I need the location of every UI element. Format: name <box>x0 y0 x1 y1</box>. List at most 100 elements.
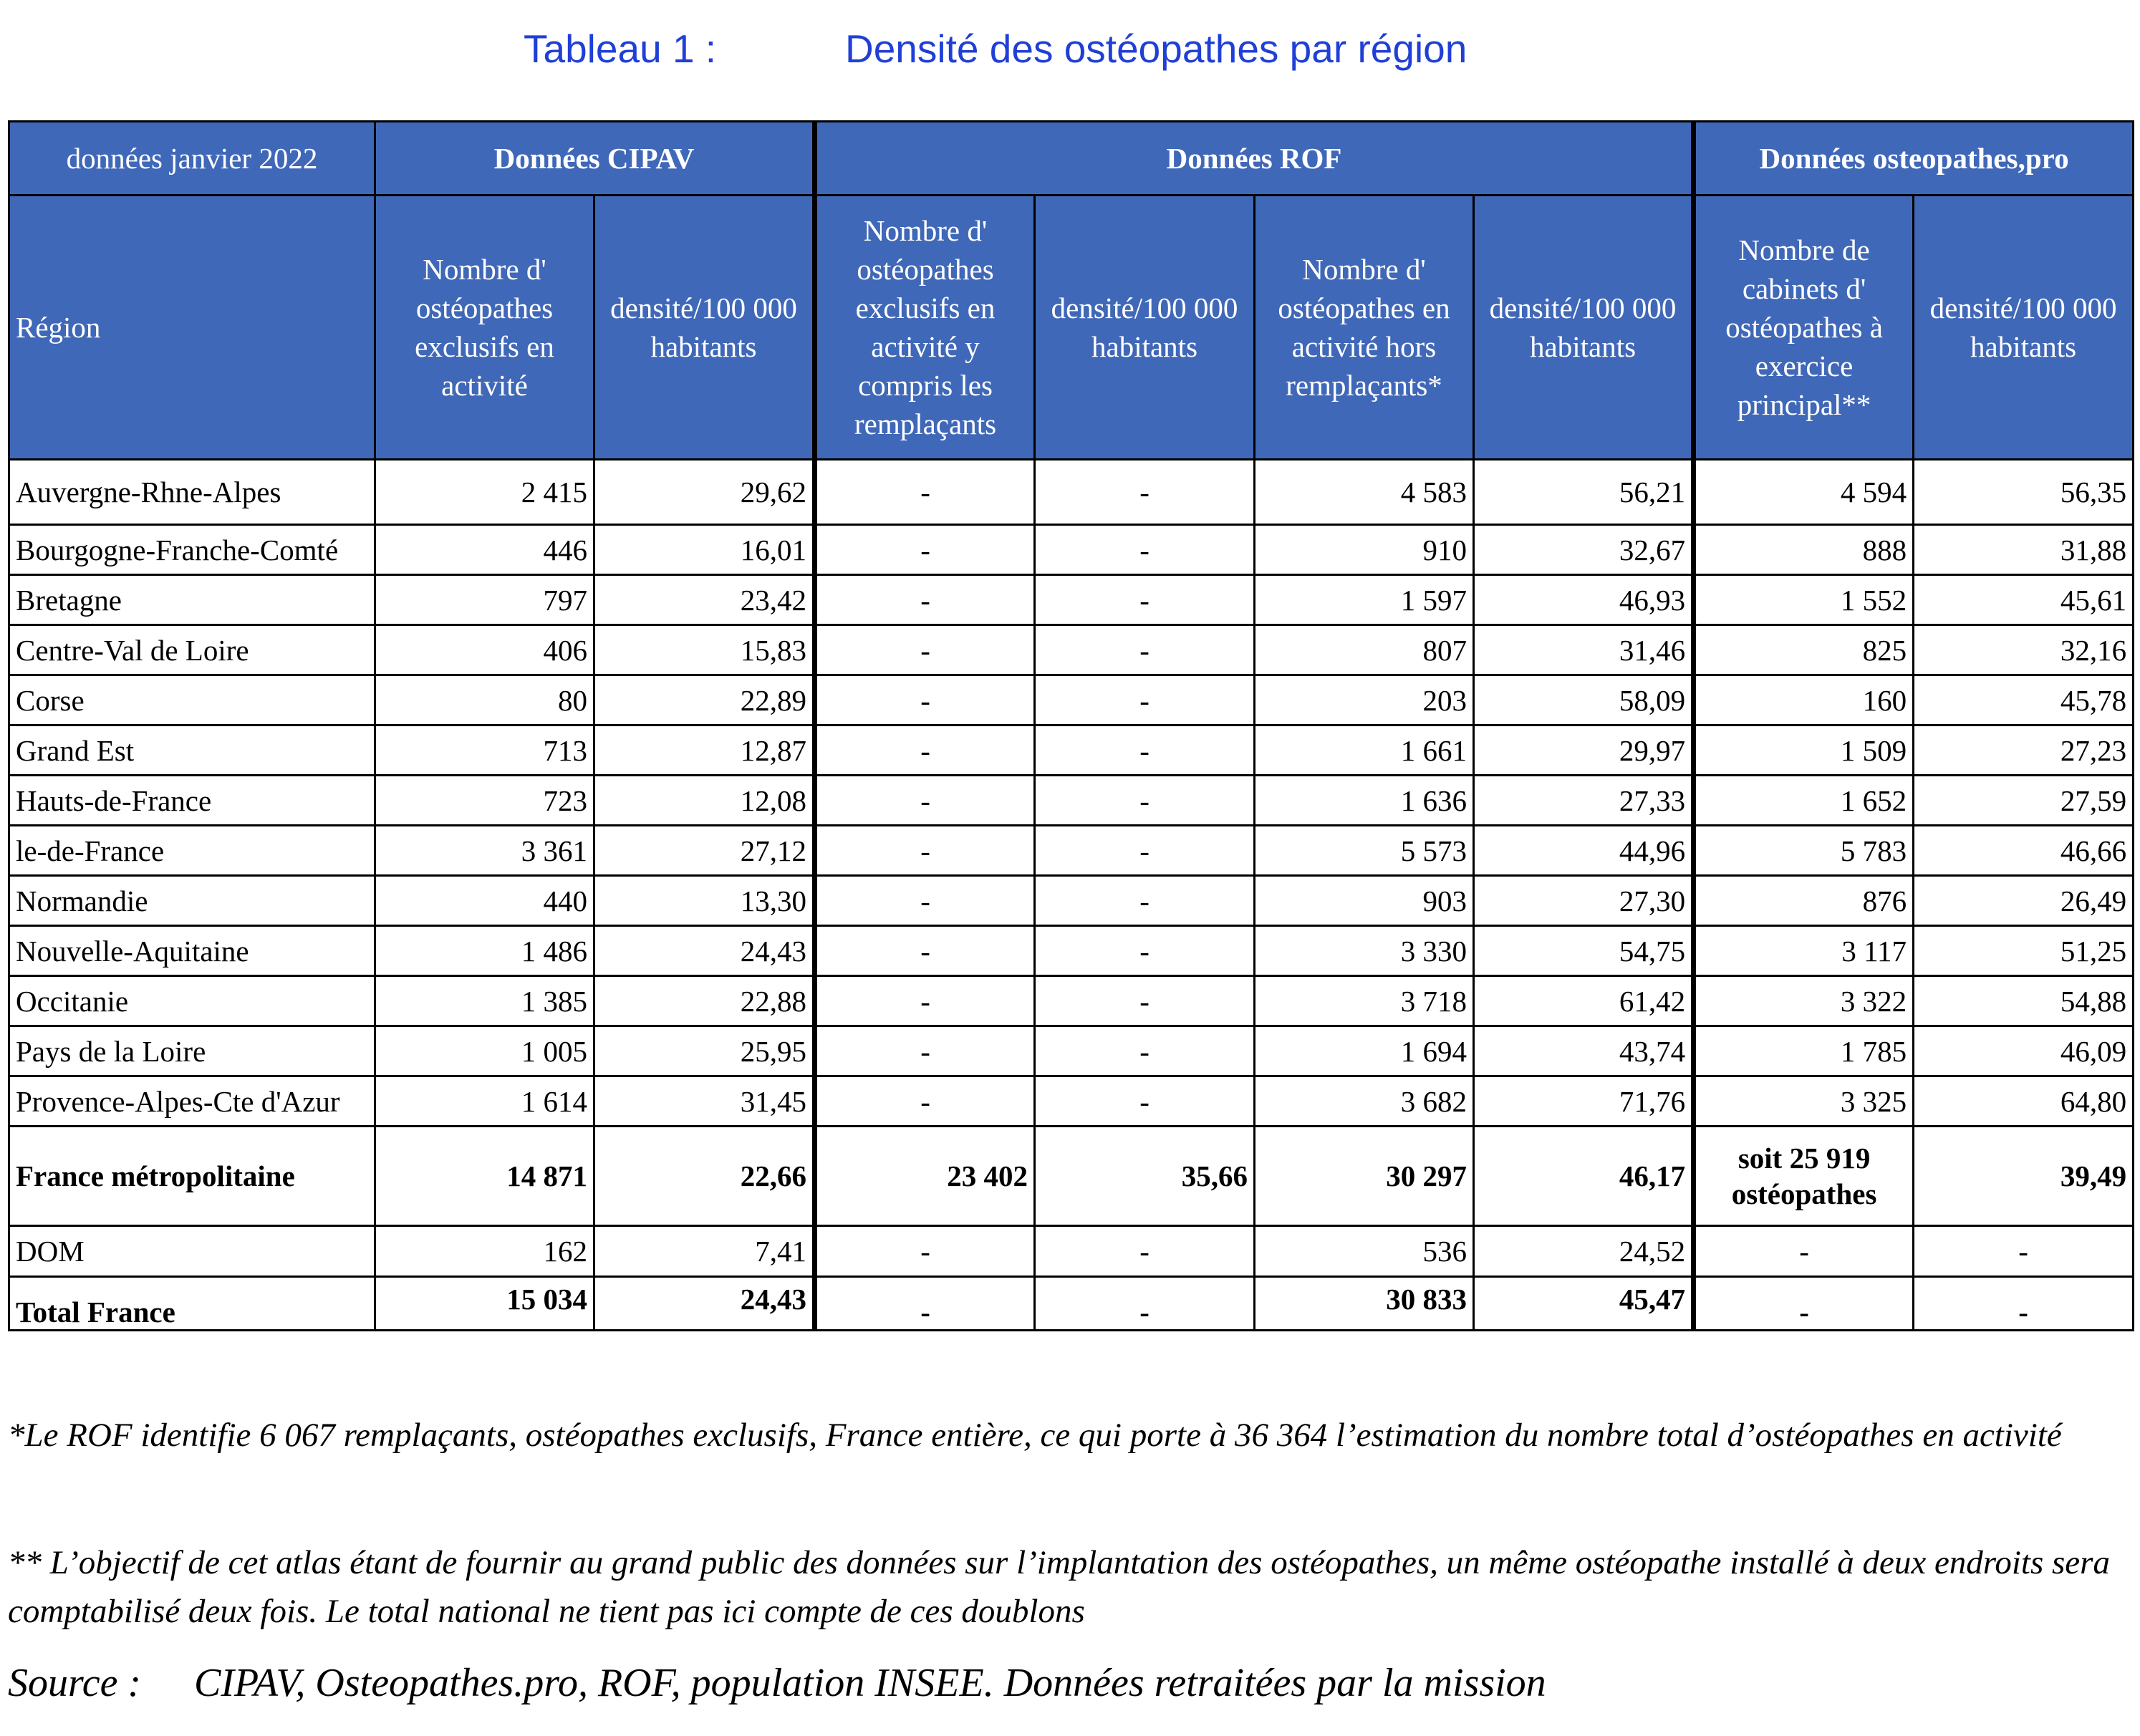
table-row: Bretagne 797 23,42 - - 1 597 46,93 1 552… <box>8 574 2135 626</box>
data-cell: 1 552 <box>1691 574 1915 626</box>
data-cell: - <box>1033 624 1256 676</box>
data-cell: 3 682 <box>1253 1075 1475 1127</box>
region-cell: Grand Est <box>8 724 376 776</box>
data-cell: 3 718 <box>1253 975 1475 1027</box>
data-cell: 54,88 <box>1912 975 2135 1027</box>
data-cell: - <box>812 674 1036 726</box>
data-cell: - <box>1033 925 1256 977</box>
data-cell: 22,89 <box>592 674 816 726</box>
region-cell: Provence-Alpes-Cte d'Azur <box>8 1075 376 1127</box>
data-cell: 5 573 <box>1253 824 1475 877</box>
region-cell: DOM <box>8 1225 376 1278</box>
data-cell: 22,88 <box>592 975 816 1027</box>
data-cell: 30 833 <box>1253 1276 1475 1331</box>
data-cell: 46,93 <box>1473 574 1695 626</box>
data-cell: 45,61 <box>1912 574 2135 626</box>
data-cell: 160 <box>1691 674 1915 726</box>
data-cell: 713 <box>374 724 595 776</box>
data-cell: 16,01 <box>592 524 816 576</box>
data-cell: 4 583 <box>1253 458 1475 526</box>
data-cell: 80 <box>374 674 595 726</box>
data-cell: - <box>812 458 1036 526</box>
data-cell: 45,78 <box>1912 674 2135 726</box>
data-cell: 1 661 <box>1253 724 1475 776</box>
data-cell: 71,76 <box>1473 1075 1695 1127</box>
data-cell: 203 <box>1253 674 1475 726</box>
data-cell: 7,41 <box>592 1225 816 1278</box>
header-cipav: Données CIPAV <box>373 120 816 196</box>
table-row: Occitanie 1 385 22,88 - - 3 718 61,42 3 … <box>8 975 2135 1027</box>
data-cell: 24,52 <box>1473 1225 1695 1278</box>
region-cell: Centre-Val de Loire <box>8 624 376 676</box>
region-cell: Nouvelle-Aquitaine <box>8 925 376 977</box>
data-cell: 56,21 <box>1473 458 1695 526</box>
column-header-cipav-density: densité/100 000 habitants <box>592 194 816 460</box>
header-rof: Données ROF <box>812 120 1695 196</box>
density-table: données janvier 2022 Données CIPAV Donné… <box>8 120 2135 1331</box>
data-cell: - <box>812 824 1036 877</box>
data-cell: 31,46 <box>1473 624 1695 676</box>
data-cell: 406 <box>374 624 595 676</box>
data-cell: 27,23 <box>1912 724 2135 776</box>
source-label: Source : <box>8 1661 142 1705</box>
data-cell: 910 <box>1253 524 1475 576</box>
data-cell: - <box>1033 1276 1256 1331</box>
header-osteopathes-pro: Données osteopathes,pro <box>1691 120 2135 196</box>
data-cell: 888 <box>1691 524 1915 576</box>
region-cell: Auvergne-Rhne-Alpes <box>8 458 376 526</box>
region-cell: Bourgogne-Franche-Comté <box>8 524 376 576</box>
data-cell: 22,66 <box>592 1125 816 1227</box>
data-cell: 1 694 <box>1253 1025 1475 1077</box>
region-cell: Pays de la Loire <box>8 1025 376 1077</box>
data-cell: 23,42 <box>592 574 816 626</box>
data-cell: 56,35 <box>1912 458 2135 526</box>
data-cell: 23 402 <box>812 1125 1036 1227</box>
data-cell: 27,12 <box>592 824 816 877</box>
data-cell: - <box>1033 1075 1256 1127</box>
data-cell: - <box>812 975 1036 1027</box>
data-cell: 35,66 <box>1033 1125 1256 1227</box>
total-france-row: Total France 15 034 24,43 - - 30 833 45,… <box>8 1276 2135 1331</box>
data-cell: - <box>1691 1276 1915 1331</box>
table-row: Pays de la Loire 1 005 25,95 - - 1 694 4… <box>8 1025 2135 1077</box>
data-cell: 797 <box>374 574 595 626</box>
data-cell: 1 785 <box>1691 1025 1915 1077</box>
data-cell: 44,96 <box>1473 824 1695 877</box>
data-cell: 446 <box>374 524 595 576</box>
data-cell: 1 005 <box>374 1025 595 1077</box>
data-cell: 61,42 <box>1473 975 1695 1027</box>
data-cell: - <box>812 1225 1036 1278</box>
data-cell: 4 594 <box>1691 458 1915 526</box>
data-cell: 807 <box>1253 624 1475 676</box>
data-cell: - <box>1033 458 1256 526</box>
data-cell: 45,47 <box>1473 1276 1695 1331</box>
table-row: Auvergne-Rhne-Alpes 2 415 29,62 - - 4 58… <box>8 458 2135 526</box>
column-header-rof-density-2: densité/100 000 habitants <box>1473 194 1695 460</box>
data-cell: - <box>812 524 1036 576</box>
data-cell: - <box>1033 774 1256 826</box>
data-cell: - <box>812 1276 1036 1331</box>
data-cell: 46,66 <box>1912 824 2135 877</box>
region-cell: Bretagne <box>8 574 376 626</box>
data-cell: 31,88 <box>1912 524 2135 576</box>
data-cell: 3 322 <box>1691 975 1915 1027</box>
data-cell: - <box>1033 674 1256 726</box>
data-cell: 26,49 <box>1912 874 2135 927</box>
data-cell: 51,25 <box>1912 925 2135 977</box>
data-cell: - <box>812 724 1036 776</box>
data-cell: 3 117 <box>1691 925 1915 977</box>
table-number: Tableau 1 : <box>524 26 717 71</box>
data-cell: 27,30 <box>1473 874 1695 927</box>
data-cell: 5 783 <box>1691 824 1915 877</box>
osteo-total-line1: soit 25 919 <box>1737 1142 1871 1175</box>
header-date: données janvier 2022 <box>8 120 376 196</box>
data-cell: 825 <box>1691 624 1915 676</box>
data-cell: 1 509 <box>1691 724 1915 776</box>
footnote-2: ** L’objectif de cet atlas étant de four… <box>8 1544 2110 1630</box>
data-cell: 58,09 <box>1473 674 1695 726</box>
data-cell: 12,08 <box>592 774 816 826</box>
data-cell: 46,09 <box>1912 1025 2135 1077</box>
data-cell: 723 <box>374 774 595 826</box>
data-cell: soit 25 919 ostéopathes <box>1691 1125 1915 1227</box>
data-cell: 29,97 <box>1473 724 1695 776</box>
